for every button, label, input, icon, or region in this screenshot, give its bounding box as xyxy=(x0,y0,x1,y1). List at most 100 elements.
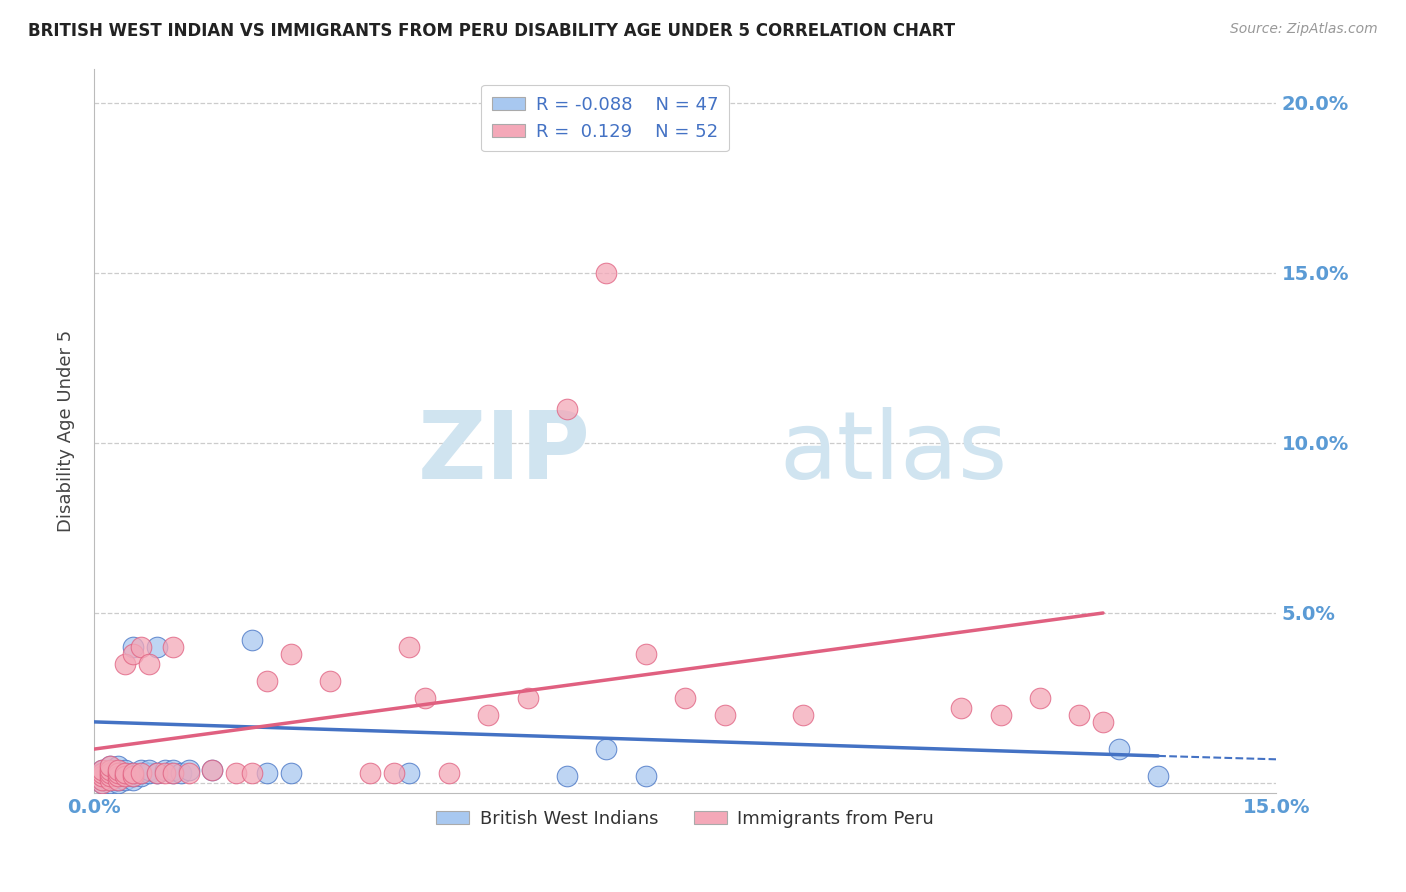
Point xyxy=(90,769,112,783)
Point xyxy=(107,763,129,777)
Point xyxy=(122,766,145,780)
Point xyxy=(107,766,129,780)
Point xyxy=(114,769,136,783)
Point xyxy=(114,772,136,787)
Point xyxy=(98,769,121,783)
Point xyxy=(319,674,342,689)
Point xyxy=(595,266,617,280)
Point xyxy=(990,708,1012,723)
Point xyxy=(98,763,121,777)
Point xyxy=(1029,691,1052,706)
Point xyxy=(90,776,112,790)
Text: BRITISH WEST INDIAN VS IMMIGRANTS FROM PERU DISABILITY AGE UNDER 5 CORRELATION C: BRITISH WEST INDIAN VS IMMIGRANTS FROM P… xyxy=(28,22,955,40)
Point xyxy=(713,708,735,723)
Legend: British West Indians, Immigrants from Peru: British West Indians, Immigrants from Pe… xyxy=(429,803,942,835)
Point xyxy=(1069,708,1091,723)
Point xyxy=(90,766,112,780)
Point xyxy=(169,766,191,780)
Point xyxy=(162,640,184,654)
Point xyxy=(122,769,145,783)
Point xyxy=(129,640,152,654)
Point xyxy=(90,769,112,783)
Point xyxy=(114,766,136,780)
Point xyxy=(98,766,121,780)
Point xyxy=(162,766,184,780)
Point xyxy=(201,763,224,777)
Point xyxy=(114,657,136,671)
Point xyxy=(138,766,160,780)
Point xyxy=(398,640,420,654)
Point xyxy=(673,691,696,706)
Point xyxy=(114,769,136,783)
Point xyxy=(98,776,121,790)
Point xyxy=(138,657,160,671)
Point xyxy=(107,763,129,777)
Point xyxy=(634,647,657,661)
Point xyxy=(129,769,152,783)
Text: Source: ZipAtlas.com: Source: ZipAtlas.com xyxy=(1230,22,1378,37)
Y-axis label: Disability Age Under 5: Disability Age Under 5 xyxy=(58,330,75,532)
Point xyxy=(98,769,121,783)
Point xyxy=(398,766,420,780)
Point xyxy=(359,766,381,780)
Point xyxy=(107,769,129,783)
Point xyxy=(437,766,460,780)
Point xyxy=(114,763,136,777)
Point xyxy=(240,633,263,648)
Point xyxy=(792,708,814,723)
Point xyxy=(90,772,112,787)
Point xyxy=(98,772,121,787)
Point xyxy=(153,763,176,777)
Point xyxy=(256,766,278,780)
Point xyxy=(162,766,184,780)
Point xyxy=(1092,714,1115,729)
Point xyxy=(107,772,129,787)
Point xyxy=(146,766,169,780)
Point xyxy=(1147,769,1170,783)
Point xyxy=(122,769,145,783)
Point xyxy=(153,766,176,780)
Point xyxy=(90,763,112,777)
Point xyxy=(90,763,112,777)
Point xyxy=(122,647,145,661)
Point xyxy=(98,759,121,773)
Point xyxy=(98,772,121,787)
Point xyxy=(280,647,302,661)
Point xyxy=(225,766,247,780)
Point xyxy=(516,691,538,706)
Point xyxy=(177,763,200,777)
Point xyxy=(122,772,145,787)
Point xyxy=(477,708,499,723)
Point xyxy=(90,776,112,790)
Point xyxy=(555,401,578,416)
Point xyxy=(122,766,145,780)
Point xyxy=(90,772,112,787)
Point xyxy=(129,766,152,780)
Point xyxy=(595,742,617,756)
Point xyxy=(98,766,121,780)
Point xyxy=(177,766,200,780)
Point xyxy=(98,759,121,773)
Point xyxy=(107,769,129,783)
Point xyxy=(90,766,112,780)
Point xyxy=(162,763,184,777)
Point xyxy=(129,766,152,780)
Point xyxy=(382,766,405,780)
Point xyxy=(107,759,129,773)
Point xyxy=(280,766,302,780)
Point xyxy=(256,674,278,689)
Point xyxy=(146,640,169,654)
Point xyxy=(634,769,657,783)
Point xyxy=(240,766,263,780)
Point xyxy=(138,763,160,777)
Point xyxy=(107,772,129,787)
Point xyxy=(122,640,145,654)
Point xyxy=(107,776,129,790)
Point xyxy=(1108,742,1130,756)
Point xyxy=(114,766,136,780)
Point xyxy=(107,766,129,780)
Text: atlas: atlas xyxy=(780,407,1008,499)
Point xyxy=(201,763,224,777)
Point xyxy=(555,769,578,783)
Point xyxy=(98,763,121,777)
